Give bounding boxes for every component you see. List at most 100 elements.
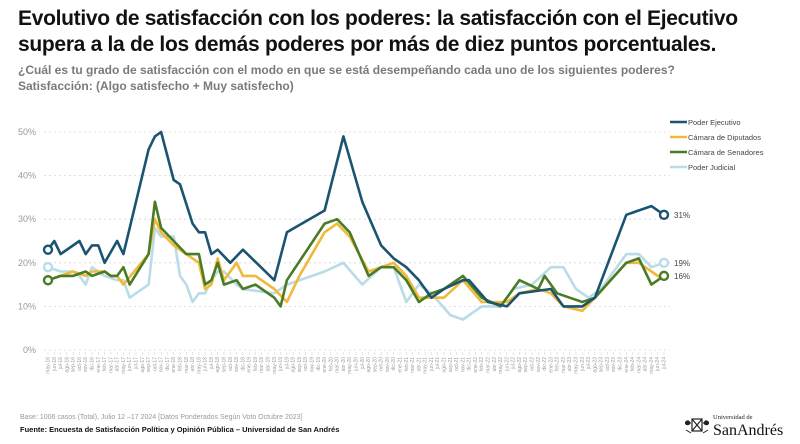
x-tick-label: mar-21 xyxy=(410,357,416,373)
x-tick-label: may-22 xyxy=(498,357,504,374)
y-tick-label: 20% xyxy=(18,258,36,268)
x-tick-label: mar-22 xyxy=(486,357,492,373)
x-tick-label: may-19 xyxy=(272,357,278,374)
survey-question: ¿Cuál es tu grado de satisfacción con el… xyxy=(18,63,675,77)
y-tick-label: 0% xyxy=(23,345,36,355)
x-tick-label: abr-23 xyxy=(567,357,573,372)
x-tick-label: abr-20 xyxy=(341,357,347,372)
x-tick-label: ene-24 xyxy=(624,357,630,373)
start-marker xyxy=(42,261,54,273)
crest-icon xyxy=(685,418,709,434)
x-tick-label: sep-17 xyxy=(146,357,152,373)
x-tick-label: nov-22 xyxy=(536,357,542,373)
x-tick-label: jun-23 xyxy=(580,357,586,372)
legend-label: Poder Ejecutivo xyxy=(688,118,741,127)
x-tick-label: nov-18 xyxy=(234,357,240,373)
x-tick-label: jul-16 xyxy=(58,357,64,370)
x-tick-label: may-23 xyxy=(574,357,580,374)
x-tick-label: jul-18 xyxy=(209,357,215,370)
x-tick-label: ago-21 xyxy=(442,357,448,373)
x-tick-label: oct-21 xyxy=(454,357,460,371)
y-tick-label: 50% xyxy=(18,127,36,137)
x-tick-label: jun-19 xyxy=(278,357,284,372)
x-tick-label: abr-17 xyxy=(115,357,121,372)
x-tick-label: nov-17 xyxy=(159,357,165,373)
x-tick-label: jun-21 xyxy=(429,357,435,372)
x-tick-label: sep-20 xyxy=(372,357,378,373)
x-tick-label: may-20 xyxy=(347,357,353,374)
chart-title: Evolutivo de satisfacción con los podere… xyxy=(18,7,738,56)
x-tick-label: may-17 xyxy=(121,357,127,374)
x-tick-label: nov-23 xyxy=(611,357,617,373)
x-tick-label: mar-20 xyxy=(335,357,341,373)
x-tick-label: feb-22 xyxy=(479,357,485,371)
x-tick-label: jul-24 xyxy=(662,357,668,370)
x-tick-label: may-24 xyxy=(649,357,655,374)
x-tick-label: ene-21 xyxy=(398,357,404,373)
x-tick-label: ago-16 xyxy=(64,357,70,373)
y-tick-label: 10% xyxy=(18,301,36,311)
x-tick-label: nov-19 xyxy=(310,357,316,373)
x-tick-label: oct-23 xyxy=(605,357,611,371)
x-tick-label: jul-23 xyxy=(586,357,592,370)
x-tick-label: jul-20 xyxy=(360,357,366,370)
x-tick-label: may-18 xyxy=(196,357,202,374)
x-tick-label: mar-17 xyxy=(108,357,114,373)
legend-label: Cámara de Senadores xyxy=(688,148,764,157)
logo-line2: SanAndrés xyxy=(713,422,784,439)
x-axis: may-16 jun-16 jul-16 ago-16 sep-16 oct-16 nov-… xyxy=(46,352,668,374)
series-line-3 xyxy=(47,226,665,321)
line-chart: 0%10%20%30%40%50% may-16 jun-16 jul-16 ago-… xyxy=(18,118,764,374)
x-tick-label: ago-17 xyxy=(140,357,146,373)
x-tick-label: oct-22 xyxy=(530,357,536,371)
x-tick-label: ago-18 xyxy=(215,357,221,373)
logo-line1: Universidad de xyxy=(713,414,753,421)
x-tick-label: ene-20 xyxy=(322,357,328,373)
x-tick-label: ene-22 xyxy=(473,357,479,373)
end-marker xyxy=(658,270,670,282)
end-value-label: 31% xyxy=(674,211,690,220)
x-tick-label: feb-21 xyxy=(404,357,410,371)
end-value-label: 16% xyxy=(674,272,690,281)
x-tick-label: abr-18 xyxy=(190,357,196,372)
x-tick-label: nov-20 xyxy=(385,357,391,373)
x-tick-label: ago-22 xyxy=(517,357,523,373)
x-tick-label: jun-16 xyxy=(52,357,58,372)
x-tick-label: jul-17 xyxy=(134,357,140,370)
x-tick-label: sep-16 xyxy=(71,357,77,373)
chart-subtitle: ¿Cuál es tu grado de satisfacción con el… xyxy=(18,62,675,94)
x-tick-label: may-16 xyxy=(46,357,52,374)
x-tick-label: feb-17 xyxy=(102,357,108,371)
x-tick-label: sep-23 xyxy=(599,357,605,373)
x-tick-label: abr-24 xyxy=(643,357,649,372)
end-marker xyxy=(658,209,670,221)
x-tick-label: oct-17 xyxy=(152,357,158,371)
x-tick-label: jun-18 xyxy=(203,357,209,372)
x-tick-label: ago-19 xyxy=(291,357,297,373)
x-tick-label: nov-16 xyxy=(83,357,89,373)
x-tick-label: dic-23 xyxy=(618,357,624,371)
x-tick-label: dic-21 xyxy=(467,357,473,371)
x-tick-label: abr-19 xyxy=(266,357,272,372)
x-tick-label: feb-18 xyxy=(178,357,184,371)
x-tick-label: ene-23 xyxy=(548,357,554,373)
x-tick-label: nov-21 xyxy=(460,357,466,373)
x-tick-label: mar-19 xyxy=(259,357,265,373)
x-tick-label: dic-19 xyxy=(316,357,322,371)
series-lines: 19% 16% 31% xyxy=(42,130,690,321)
x-tick-label: dic-17 xyxy=(165,357,171,371)
x-tick-label: sep-18 xyxy=(222,357,228,373)
x-tick-label: may-21 xyxy=(423,357,429,374)
measure-definition: Satisfacción: (Algo satisfecho + Muy sat… xyxy=(18,79,294,93)
x-tick-label: ene-18 xyxy=(171,357,177,373)
x-tick-label: oct-20 xyxy=(379,357,385,371)
y-tick-label: 40% xyxy=(18,171,36,181)
x-tick-label: dic-20 xyxy=(391,357,397,371)
start-marker xyxy=(42,244,54,255)
x-tick-label: jun-20 xyxy=(354,357,360,372)
x-tick-label: mar-24 xyxy=(636,357,642,373)
x-tick-label: sep-22 xyxy=(523,357,529,373)
series-line-2 xyxy=(47,200,665,308)
legend-label: Poder Judicial xyxy=(688,163,735,172)
x-tick-label: jul-19 xyxy=(284,357,290,370)
